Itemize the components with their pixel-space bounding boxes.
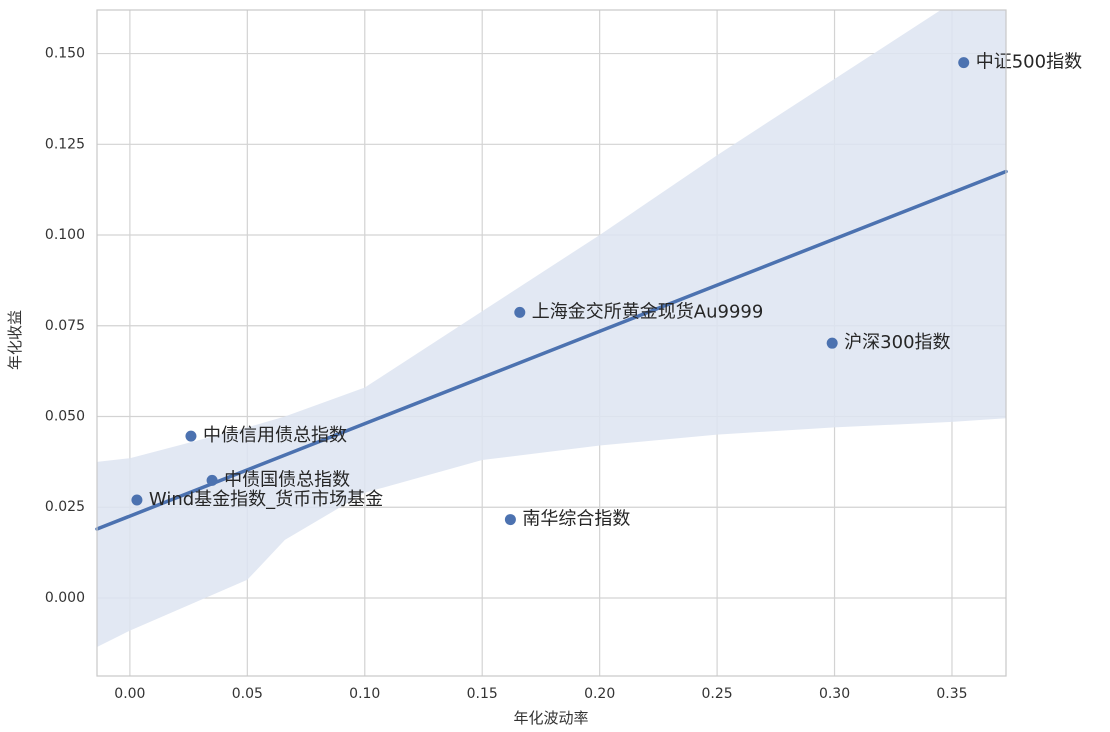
x-tick-label: 0.00	[114, 686, 145, 702]
regression-line-path	[95, 169, 1008, 531]
x-tick-label: 0.05	[232, 686, 263, 702]
data-point	[131, 494, 143, 506]
point-label: 中债信用债总指数	[203, 425, 347, 446]
y-tick-label: 0.100	[45, 227, 85, 243]
data-point	[514, 306, 526, 318]
point-label: Wind基金指数_货币市场基金	[149, 489, 383, 510]
y-tick-label: 0.000	[45, 590, 85, 606]
point-label: 上海金交所黄金现货Au9999	[532, 301, 764, 322]
point-label: 中证500指数	[976, 52, 1082, 73]
y-tick-label: 0.025	[45, 499, 85, 515]
x-tick-label: 0.15	[467, 686, 498, 702]
data-point	[504, 514, 516, 526]
confidence-band	[97, 10, 1006, 647]
point-label: 沪深300指数	[844, 332, 950, 353]
y-tick-label: 0.150	[45, 46, 85, 62]
regression-line	[95, 169, 1008, 531]
x-tick-label: 0.30	[819, 686, 850, 702]
data-point	[206, 474, 218, 486]
point-label: 中债国债总指数	[224, 469, 350, 490]
plot-frame	[96, 9, 1007, 677]
y-tick-labels: 0.000 0.025 0.050 0.075 0.100 0.125 0.150	[45, 46, 85, 606]
data-point	[958, 57, 970, 69]
x-tick-label: 0.10	[349, 686, 380, 702]
data-point	[185, 430, 197, 442]
y-tick-label: 0.050	[45, 408, 85, 424]
y-axis-title: 年化收益	[6, 310, 24, 370]
x-tick-labels: 0.00 0.05 0.10 0.15 0.20 0.25 0.30 0.35	[114, 686, 967, 702]
x-tick-label: 0.25	[702, 686, 733, 702]
y-tick-label: 0.075	[45, 318, 85, 334]
y-tick-label: 0.125	[45, 136, 85, 152]
x-tick-label: 0.35	[936, 686, 967, 702]
point-label: 南华综合指数	[522, 509, 630, 530]
data-point	[826, 337, 838, 349]
confidence-band-area	[97, 10, 1006, 647]
x-axis-title: 年化波动率	[513, 709, 588, 727]
data-points	[131, 57, 970, 526]
plot-border	[96, 9, 1007, 677]
x-tick-label: 0.20	[584, 686, 615, 702]
